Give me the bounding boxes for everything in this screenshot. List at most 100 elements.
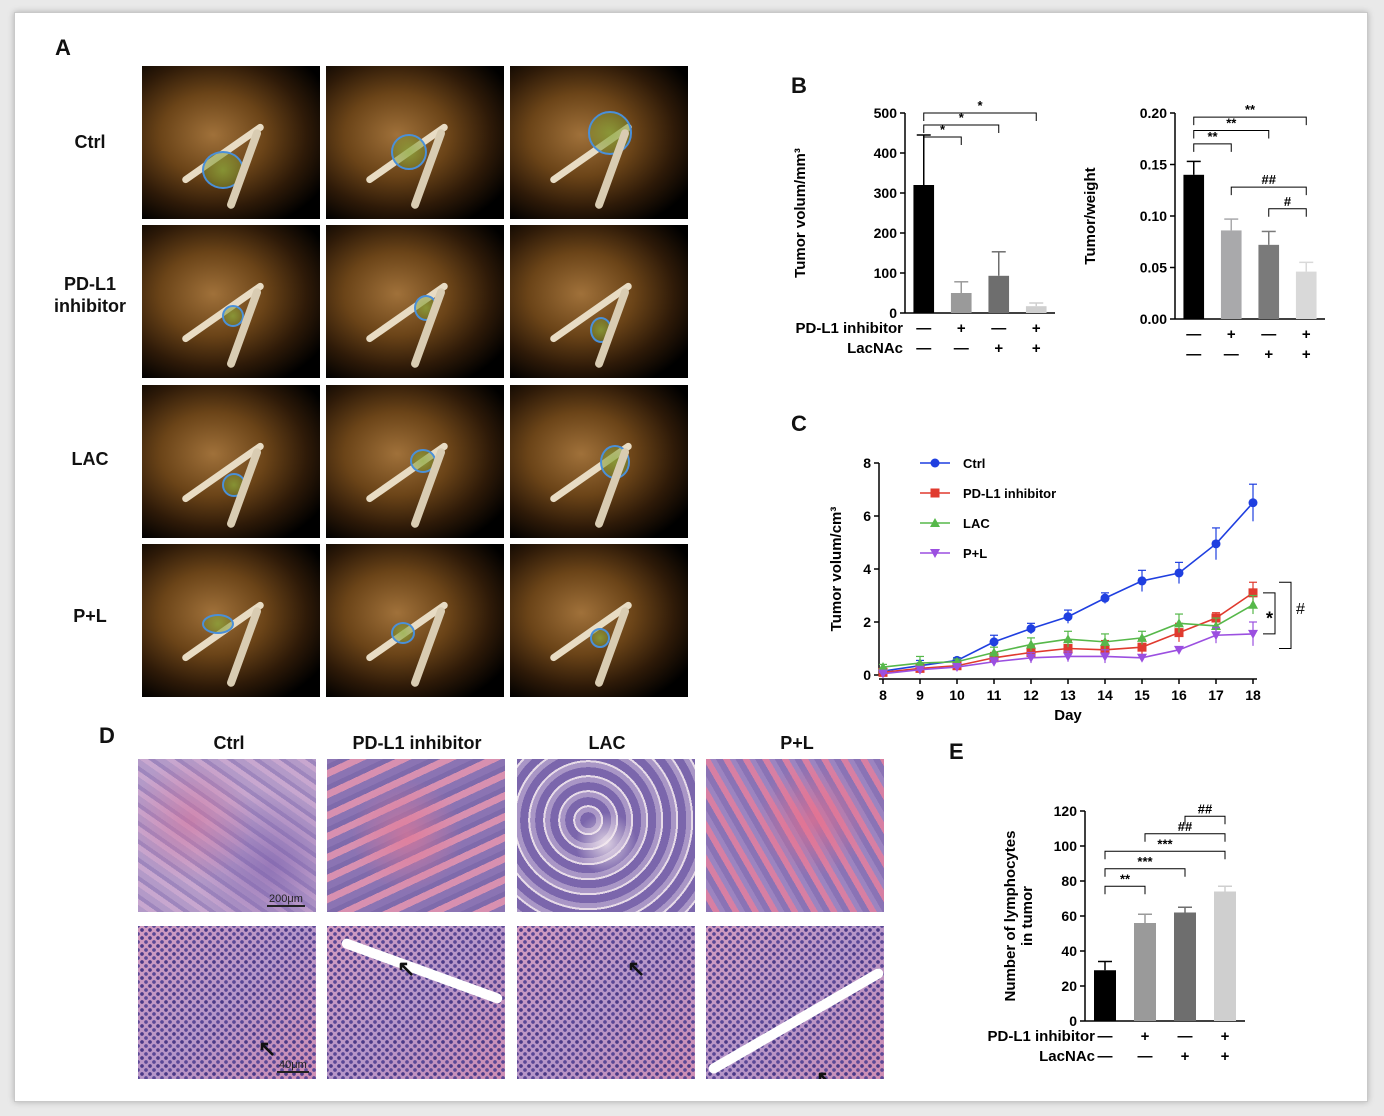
x-tick-label: 16 — [1171, 687, 1187, 703]
point-3-5 — [1026, 639, 1036, 649]
point-1-9 — [1174, 568, 1184, 578]
legend-marker — [930, 518, 940, 527]
point-4-8 — [1137, 653, 1147, 663]
treatment-sign: — — [1178, 1028, 1193, 1045]
he-low-mag-c1 — [138, 759, 316, 912]
treatment-sign: + — [1032, 340, 1041, 357]
significance-label: * — [940, 122, 946, 137]
panel-d-letter: D — [99, 723, 115, 748]
point-3-8 — [1137, 632, 1147, 642]
chart-c-growth-curve: 0 2 4 6 8 8 9 10 11 12 13 14 15 16 17 18 Day Tumor volum/… — [828, 455, 1305, 723]
he-low-mag-c3 — [517, 759, 695, 912]
y-tick-label: 0.20 — [1140, 105, 1167, 121]
y-tick-label: 120 — [1054, 803, 1078, 819]
tumor-roi-marker — [391, 134, 427, 170]
ct-image-r2-c1 — [142, 225, 320, 378]
panel-a-letter: A — [55, 35, 71, 60]
significance-label: ## — [1178, 819, 1193, 834]
y-tick-label: 200 — [874, 225, 898, 241]
he-high-mag-c3: ↖ — [517, 926, 695, 1079]
treatment-sign: — — [1098, 1028, 1113, 1045]
ct-image-r4-c1 — [142, 544, 320, 697]
y-tick-label: 20 — [1061, 978, 1077, 994]
point-3-7 — [1100, 636, 1110, 646]
tumor-roi-marker — [590, 317, 612, 343]
scale-bar-200um: 200μm — [267, 893, 305, 907]
point-4-2 — [915, 665, 925, 675]
x-tick-label: 9 — [916, 687, 924, 703]
treatment-sign: + — [1141, 1028, 1150, 1045]
point-4-10 — [1211, 631, 1221, 641]
point-1-5 — [1026, 624, 1036, 634]
y-axis-title: Tumor volum/mm³ — [792, 148, 809, 278]
point-4-6 — [1063, 652, 1073, 662]
treatment-sign: — — [1224, 346, 1239, 363]
lymphocyte-arrow-icon: ↖ — [397, 956, 416, 981]
y-tick-label: 0 — [889, 305, 897, 321]
treatment-sign: + — [1181, 1048, 1190, 1065]
x-tick-label: 8 — [879, 687, 887, 703]
significance-bracket — [1144, 833, 1226, 842]
bar-1 — [1183, 174, 1205, 319]
he-high-mag-c1: ↖ — [138, 926, 316, 1079]
bar-3 — [1258, 244, 1280, 319]
ct-image-r3-c2 — [326, 385, 504, 538]
chart-b-tumor-volume: 0 100 200 300 400 500 Tumor volum/mm³ * * * PD-L1 … — [792, 98, 1055, 357]
y-tick-label: 300 — [874, 185, 898, 201]
point-3-2 — [915, 658, 925, 668]
point-1-4 — [989, 637, 999, 647]
point-2-6 — [1063, 644, 1073, 653]
point-4-9 — [1174, 645, 1184, 655]
row-label-pl: P+L — [73, 606, 107, 626]
point-1-7 — [1100, 593, 1110, 603]
significance-bracket — [1263, 592, 1276, 635]
point-4-3 — [952, 663, 962, 673]
ct-image-r4-c3 — [510, 544, 688, 697]
x-tick-label: 14 — [1097, 687, 1113, 703]
col-label-lac: LAC — [588, 733, 626, 753]
treatment-sign: — — [1186, 346, 1201, 363]
bar-4 — [1025, 306, 1047, 313]
significance-bracket — [1104, 868, 1186, 877]
row-label-ctrl: Ctrl — [74, 132, 106, 152]
bar-3 — [988, 275, 1010, 313]
tumor-roi-marker — [590, 628, 610, 648]
point-1-11 — [1248, 498, 1258, 508]
he-low-mag-c4 — [706, 759, 884, 912]
ct-image-r2-c3 — [510, 225, 688, 378]
significance-label: ** — [1207, 129, 1218, 144]
tumor-roi-marker — [410, 449, 436, 473]
point-1-10 — [1211, 539, 1221, 549]
significance-label: * — [977, 98, 983, 113]
bar-2 — [950, 293, 972, 313]
x-tick-label: 10 — [949, 687, 965, 703]
ct-image-r3-c1 — [142, 385, 320, 538]
scale-bar-40um: 40μm — [277, 1059, 309, 1073]
y-axis-title: in tumor — [1019, 886, 1036, 946]
significance-bracket — [923, 136, 962, 145]
legend-label: LAC — [963, 516, 990, 531]
significance-label: # — [1284, 194, 1292, 209]
he-high-mag-c2: ↖ — [327, 926, 505, 1079]
x-tick-label: 17 — [1208, 687, 1224, 703]
y-tick-label: 500 — [874, 105, 898, 121]
significance-label: ** — [1120, 871, 1131, 886]
chart-b-tumor-weight: 0.000.050.100.150.20Tumor/weight******##… — [1082, 102, 1325, 363]
tumor-roi-marker — [588, 111, 632, 155]
treatment-sign: — — [1098, 1048, 1113, 1065]
panel-b-letter: B — [791, 73, 807, 98]
treatment-sign: + — [1302, 326, 1311, 343]
bar-2 — [1134, 923, 1156, 1021]
point-1-8 — [1137, 576, 1147, 586]
lymphocyte-arrow-icon: ↖ — [816, 1066, 835, 1079]
y-tick-label: 0 — [1069, 1013, 1077, 1029]
significance-label: ** — [1245, 102, 1256, 117]
bar-3 — [1174, 912, 1196, 1021]
treatment-sign: + — [1264, 346, 1273, 363]
lymphocyte-arrow-icon: ↖ — [627, 956, 646, 981]
bar-1 — [1094, 970, 1116, 1021]
bar-4 — [1295, 271, 1317, 319]
treatment-sign: + — [1302, 346, 1311, 363]
panel-e-letter: E — [949, 739, 964, 764]
significance-bracket — [1184, 815, 1226, 825]
